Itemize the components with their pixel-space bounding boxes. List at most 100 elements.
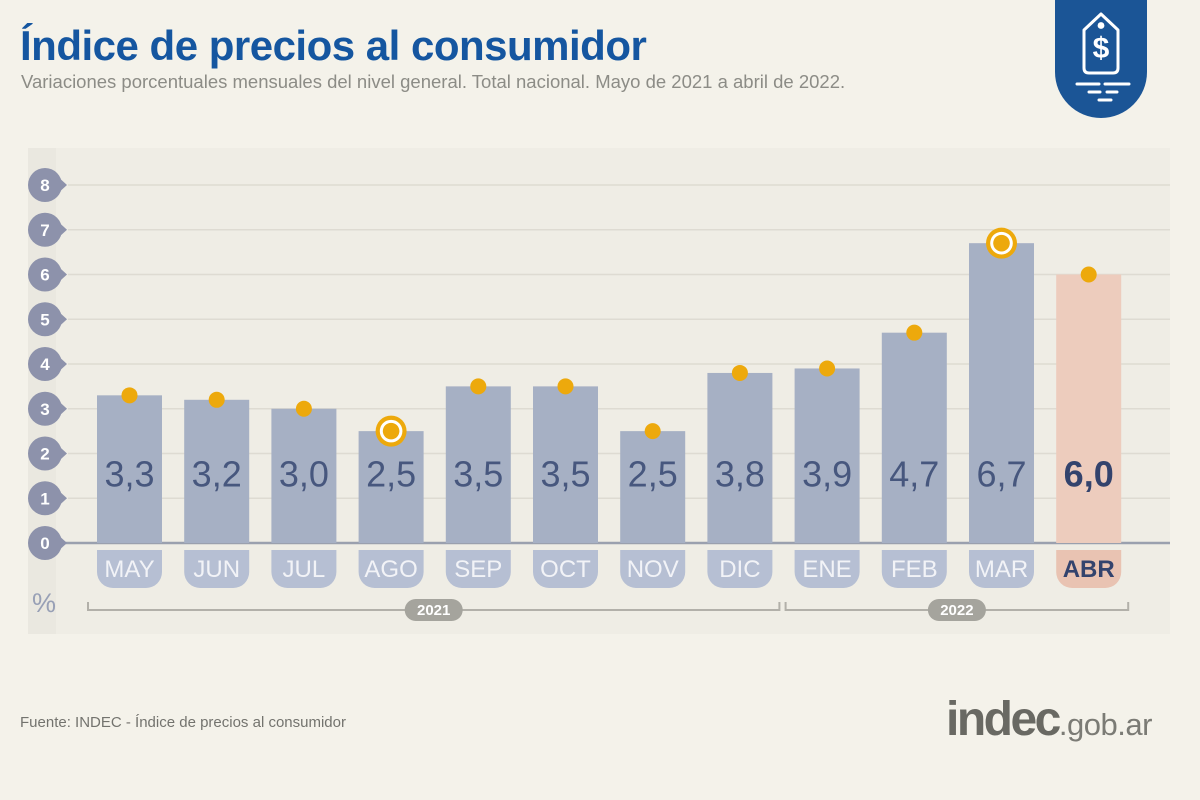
ytick-3 (28, 391, 67, 426)
ytick-8 (28, 168, 67, 202)
month-label-jun: JUN (193, 556, 240, 583)
marker-dot-ene (819, 360, 836, 377)
price-tag-icon: $ (1075, 12, 1131, 102)
month-tab-jun (184, 550, 250, 588)
bar-dic (707, 372, 773, 543)
ytick-point-1 (56, 488, 67, 509)
month-tab-oct (533, 550, 598, 588)
bar-ago (358, 431, 424, 543)
ytick-point-3 (56, 398, 67, 419)
month-label-may: MAY (104, 556, 154, 583)
bar-value-may: 3,3 (104, 454, 154, 495)
year-pill-2022 (927, 599, 986, 621)
indec-logo-badge: $ (1055, 0, 1147, 118)
ytick-label-8: 8 (40, 176, 49, 195)
ytick-bubble-6 (28, 257, 62, 292)
ytick-point-8 (56, 175, 67, 195)
bar-jul (271, 408, 337, 543)
ytick-2 (28, 436, 67, 471)
ytick-7 (28, 212, 67, 247)
month-label-sep: SEP (454, 556, 502, 583)
ytick-label-4: 4 (40, 355, 50, 374)
bar-jun (184, 399, 250, 543)
ytick-label-0: 0 (40, 534, 49, 553)
bar-oct (533, 386, 598, 543)
bar-value-oct: 3,5 (540, 454, 590, 495)
ytick-label-2: 2 (40, 445, 49, 464)
bar-value-nov: 2,5 (628, 454, 678, 495)
ytick-label-5: 5 (40, 310, 49, 329)
indec-gob-ar-logo: indec .gob.ar (946, 692, 1152, 747)
ytick-point-0 (56, 533, 67, 553)
bar-sep (445, 386, 511, 543)
bar-ene (794, 368, 860, 543)
month-tab-sep (445, 550, 511, 588)
marker-dot-feb (906, 324, 923, 341)
month-tab-abr (1056, 550, 1122, 588)
month-tab-ene (794, 550, 860, 588)
bar-value-ago: 2,5 (366, 454, 416, 495)
marker-dot-oct (557, 378, 574, 395)
page-subtitle: Variaciones porcentuales mensuales del n… (21, 71, 846, 92)
marker-dot-dic (731, 364, 748, 381)
ytick-label-6: 6 (40, 266, 49, 285)
brand-suffix: .gob.ar (1058, 707, 1153, 742)
marker-dot-nov (644, 423, 661, 440)
bar-value-jun: 3,2 (192, 454, 242, 495)
month-label-abr: ABR (1063, 556, 1115, 583)
month-label-ene: ENE (802, 556, 851, 583)
bar-mar (969, 243, 1034, 544)
ytick-point-2 (56, 443, 67, 464)
month-tab-dic (707, 550, 773, 588)
bar-value-feb: 4,7 (889, 454, 939, 495)
month-label-feb: FEB (891, 556, 938, 583)
marker-dot-mar (993, 234, 1010, 252)
bar-value-dic: 3,8 (715, 454, 765, 495)
marker-dot-jun (208, 391, 225, 408)
bar-value-jul: 3,0 (279, 454, 329, 495)
month-tab-feb (881, 550, 947, 588)
ytick-4 (28, 347, 67, 381)
ytick-bubble-3 (28, 391, 62, 426)
month-tab-may (97, 550, 162, 588)
dollar-symbol: $ (1093, 32, 1110, 65)
ytick-point-6 (56, 264, 67, 285)
bar-value-ene: 3,9 (802, 454, 852, 495)
ytick-bubble-2 (28, 436, 62, 471)
marker-dot-jul (295, 400, 312, 417)
ytick-point-4 (56, 354, 67, 374)
month-label-oct: OCT (540, 556, 591, 583)
month-tab-jul (271, 550, 337, 588)
ytick-point-5 (56, 309, 67, 330)
ytick-bubble-1 (28, 481, 62, 516)
ytick-label-7: 7 (40, 221, 49, 240)
year-pill-2021 (404, 599, 463, 621)
ytick-label-1: 1 (40, 489, 49, 508)
marker-dot-ago (382, 422, 400, 440)
bar-may (97, 395, 162, 543)
bar-value-mar: 6,7 (976, 454, 1026, 495)
marker-dot-may (121, 387, 138, 404)
ytick-bubble-0 (28, 526, 62, 560)
ytick-label-3: 3 (40, 400, 49, 419)
page-title: Índice de precios al consumidor (20, 22, 647, 69)
ytick-5 (28, 302, 67, 337)
year-pill-label-2021: 2021 (417, 602, 450, 619)
brand-name: indec (946, 693, 1061, 746)
ytick-6 (28, 257, 67, 292)
marker-dot-sep (470, 378, 487, 395)
year-pill-label-2022: 2022 (940, 602, 973, 619)
month-label-jul: JUL (283, 556, 326, 583)
bar-nov (620, 431, 686, 543)
ytick-point-7 (56, 219, 67, 240)
bar-feb (881, 332, 947, 543)
ytick-bubble-7 (28, 212, 62, 247)
ytick-bubble-5 (28, 302, 62, 337)
ytick-1 (28, 481, 67, 516)
bar-value-sep: 3,5 (453, 454, 503, 495)
month-tab-mar (969, 550, 1034, 588)
month-label-nov: NOV (627, 556, 679, 583)
month-label-mar: MAR (975, 556, 1028, 583)
